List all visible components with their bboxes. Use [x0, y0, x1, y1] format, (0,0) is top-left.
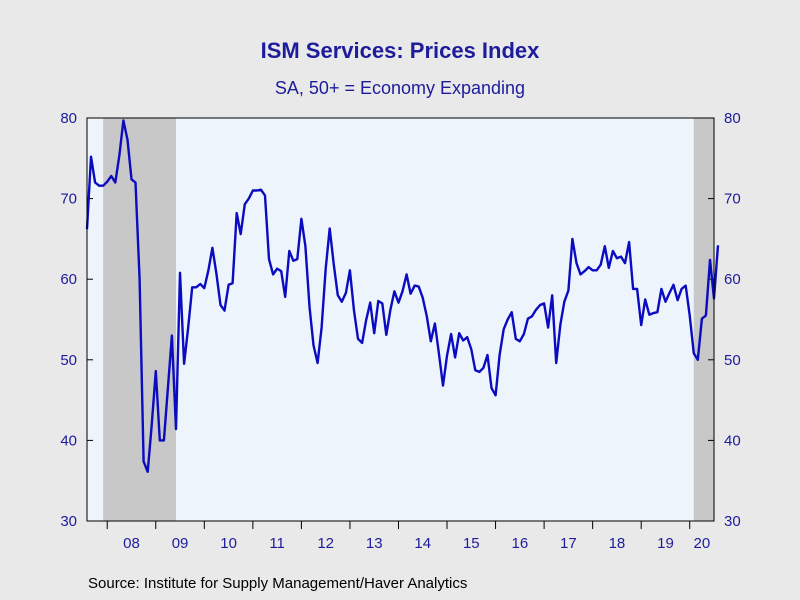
y-tick-label-right: 70: [724, 191, 741, 208]
y-tick-label-right: 30: [724, 513, 741, 530]
x-tick-label: 18: [609, 535, 626, 552]
x-tick-label: 08: [123, 535, 140, 552]
x-tick-label: 10: [220, 535, 237, 552]
x-tick-label: 13: [366, 535, 383, 552]
y-tick-label-left: 80: [60, 110, 77, 127]
x-tick-label: 14: [414, 535, 431, 552]
x-tick-label: 16: [511, 535, 528, 552]
x-tick-label: 12: [317, 535, 334, 552]
y-tick-label-right: 40: [724, 432, 741, 449]
source-note: Source: Institute for Supply Management/…: [88, 575, 468, 592]
y-tick-label-left: 60: [60, 271, 77, 288]
x-tick-label: 11: [269, 535, 285, 552]
series-line: [85, 119, 720, 473]
y-tick-label-left: 40: [60, 432, 77, 449]
x-tick-label: 15: [463, 535, 480, 552]
x-tick-label: 09: [172, 535, 189, 552]
x-tick-label: 17: [560, 535, 577, 552]
y-tick-label-right: 50: [724, 352, 741, 369]
plot-background: [87, 118, 714, 521]
x-tick-label: 20: [694, 535, 711, 552]
recession-band: [693, 118, 714, 521]
x-tick-label: 19: [657, 535, 674, 552]
plot-frame: [86, 117, 715, 522]
y-tick-label-right: 80: [724, 110, 741, 127]
y-tick-label-left: 50: [60, 352, 77, 369]
chart-subtitle: SA, 50+ = Economy Expanding: [274, 78, 526, 98]
y-tick-label-right: 60: [724, 271, 741, 288]
chart-title: ISM Services: Prices Index: [260, 38, 540, 63]
y-tick-label-left: 30: [60, 513, 77, 530]
y-tick-label-left: 70: [60, 191, 77, 208]
